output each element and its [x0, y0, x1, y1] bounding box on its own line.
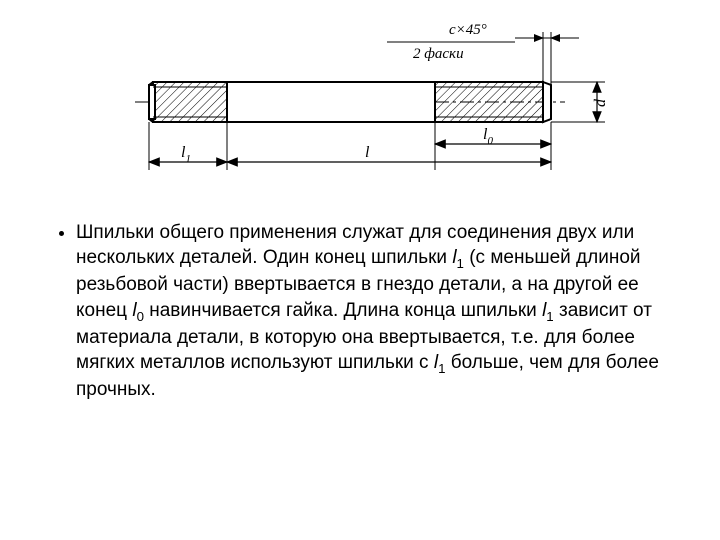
stud-svg: c×45° 2 фаски l1 l l0 d	[135, 12, 640, 187]
p-t4-sub: 0	[137, 308, 144, 323]
dim-d: d	[592, 98, 609, 107]
page: c×45° 2 фаски l1 l l0 d Шпильки общего п…	[0, 0, 720, 540]
paragraph: Шпильки общего применения служат для сое…	[76, 220, 678, 402]
body-text: Шпильки общего применения служат для сое…	[48, 220, 678, 402]
chamfer-bottom-label: 2 фаски	[413, 46, 464, 62]
stud-drawing: c×45° 2 фаски l1 l l0 d	[135, 12, 640, 187]
p-t5: навинчивается гайка. Длина конца шпильки	[144, 300, 542, 321]
dim-l: l	[365, 144, 370, 161]
p-t6-sub: 1	[546, 308, 553, 323]
bullet-list: Шпильки общего применения служат для сое…	[48, 220, 678, 402]
chamfer-top-label: c×45°	[449, 22, 487, 38]
p-t2-sub: 1	[457, 256, 464, 271]
